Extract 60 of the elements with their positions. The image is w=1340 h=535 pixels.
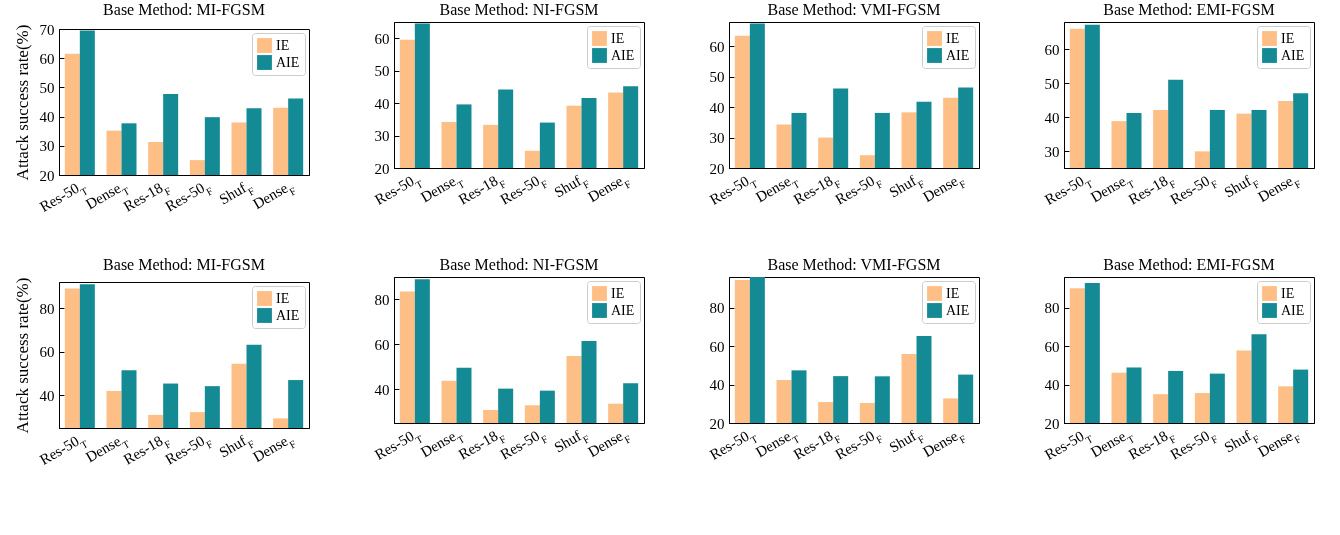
y-tick-label: 20	[1044, 415, 1060, 432]
y-tick-label: 60	[39, 344, 55, 361]
y-tick-label: 20	[374, 160, 390, 177]
chart-title: Base Method: NI-FGSM	[439, 256, 599, 273]
legend-label: AIE	[276, 54, 300, 70]
y-tick-label: 50	[1044, 75, 1060, 92]
y-tick-label: 40	[709, 99, 725, 116]
chart-title: Base Method: MI-FGSM	[103, 256, 265, 274]
legend-label: AIE	[611, 47, 635, 63]
y-tick-label: 40	[374, 381, 390, 398]
y-tick-label: 20	[709, 415, 725, 432]
y-tick-label: 40	[709, 377, 725, 394]
legend-label: IE	[1281, 30, 1295, 46]
y-tick-label: 70	[39, 21, 55, 38]
y-tick-label: 60	[39, 50, 55, 67]
y-tick-label: 20	[709, 160, 725, 177]
y-tick-label: 80	[1044, 300, 1060, 317]
y-tick-label: 20	[39, 167, 55, 184]
legend-label: IE	[946, 285, 960, 301]
y-tick-label: 60	[1044, 41, 1060, 58]
y-tick-label: 40	[1044, 377, 1060, 394]
y-axis-title: Attack success rate(%)	[12, 24, 32, 181]
y-axis-title: Attack success rate(%)	[12, 277, 32, 434]
chart-title: Base Method: EMI-FGSM	[1103, 256, 1275, 273]
chart-title: Base Method: MI-FGSM	[103, 1, 265, 18]
legend-label: IE	[1281, 285, 1295, 301]
legend-label: IE	[611, 285, 625, 301]
legend-label: AIE	[946, 47, 970, 63]
y-tick-label: 60	[709, 338, 725, 355]
chart-title: Base Method: EMI-FGSM	[1103, 1, 1275, 18]
chart-title: Base Method: VMI-FGSM	[767, 1, 941, 18]
legend-label: IE	[276, 37, 290, 53]
y-tick-label: 60	[374, 30, 390, 47]
y-tick-label: 30	[39, 138, 55, 155]
y-tick-label: 50	[39, 79, 55, 96]
y-tick-label: 30	[1044, 143, 1060, 160]
y-tick-label: 60	[709, 38, 725, 55]
y-tick-label: 50	[709, 69, 725, 86]
y-tick-label: 40	[39, 109, 55, 126]
y-tick-label: 80	[709, 300, 725, 317]
legend-label: IE	[946, 30, 960, 46]
y-tick-label: 60	[1044, 338, 1060, 355]
legend-label: AIE	[611, 302, 635, 318]
legend-label: IE	[611, 30, 625, 46]
y-tick-label: 80	[374, 291, 390, 308]
y-tick-label: 60	[374, 336, 390, 353]
legend-label: AIE	[1281, 47, 1305, 63]
y-tick-label: 30	[709, 130, 725, 147]
chart-title: Base Method: NI-FGSM	[439, 1, 599, 18]
legend-label: AIE	[276, 307, 300, 323]
legend-label: IE	[276, 290, 290, 306]
legend-label: AIE	[946, 302, 970, 318]
y-tick-label: 80	[39, 300, 55, 317]
legend-label: AIE	[1281, 302, 1305, 318]
y-tick-label: 30	[374, 128, 390, 145]
y-tick-label: 50	[374, 63, 390, 80]
y-tick-label: 40	[39, 387, 55, 404]
chart-title: Base Method: VMI-FGSM	[767, 256, 941, 273]
y-tick-label: 40	[374, 95, 390, 112]
y-tick-label: 40	[1044, 109, 1060, 126]
